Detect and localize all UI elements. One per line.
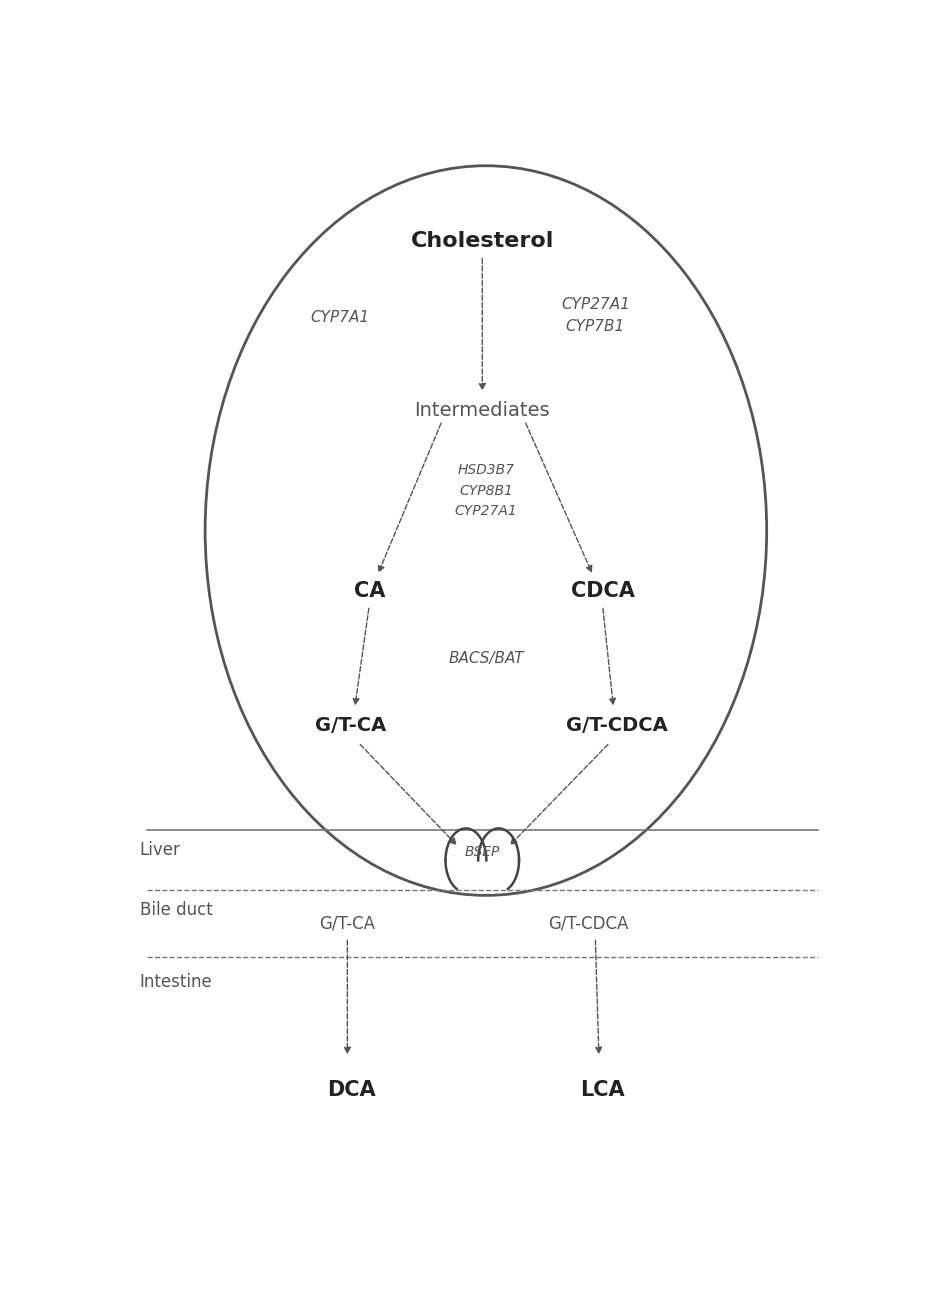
Text: CYP7A1: CYP7A1 (311, 310, 370, 326)
Text: CYP27A1
CYP7B1: CYP27A1 CYP7B1 (561, 297, 630, 335)
Text: G/T-CDCA: G/T-CDCA (548, 914, 629, 932)
Text: HSD3B7
CYP8B1
CYP27A1: HSD3B7 CYP8B1 CYP27A1 (455, 463, 518, 518)
Text: Bile duct: Bile duct (139, 901, 213, 919)
Text: Intestine: Intestine (139, 974, 213, 992)
Text: Liver: Liver (139, 841, 181, 859)
Text: CA: CA (354, 580, 385, 601)
Text: G/T-CA: G/T-CA (315, 716, 387, 735)
Text: BSEP: BSEP (465, 845, 500, 859)
Text: G/T-CA: G/T-CA (319, 914, 375, 932)
Text: Intermediates: Intermediates (414, 401, 550, 421)
Text: LCA: LCA (581, 1080, 625, 1101)
Text: DCA: DCA (327, 1080, 375, 1101)
Text: Cholesterol: Cholesterol (410, 231, 554, 251)
Text: G/T-CDCA: G/T-CDCA (566, 716, 668, 735)
Text: CDCA: CDCA (570, 580, 634, 601)
Text: BACS/BAT: BACS/BAT (448, 652, 524, 666)
